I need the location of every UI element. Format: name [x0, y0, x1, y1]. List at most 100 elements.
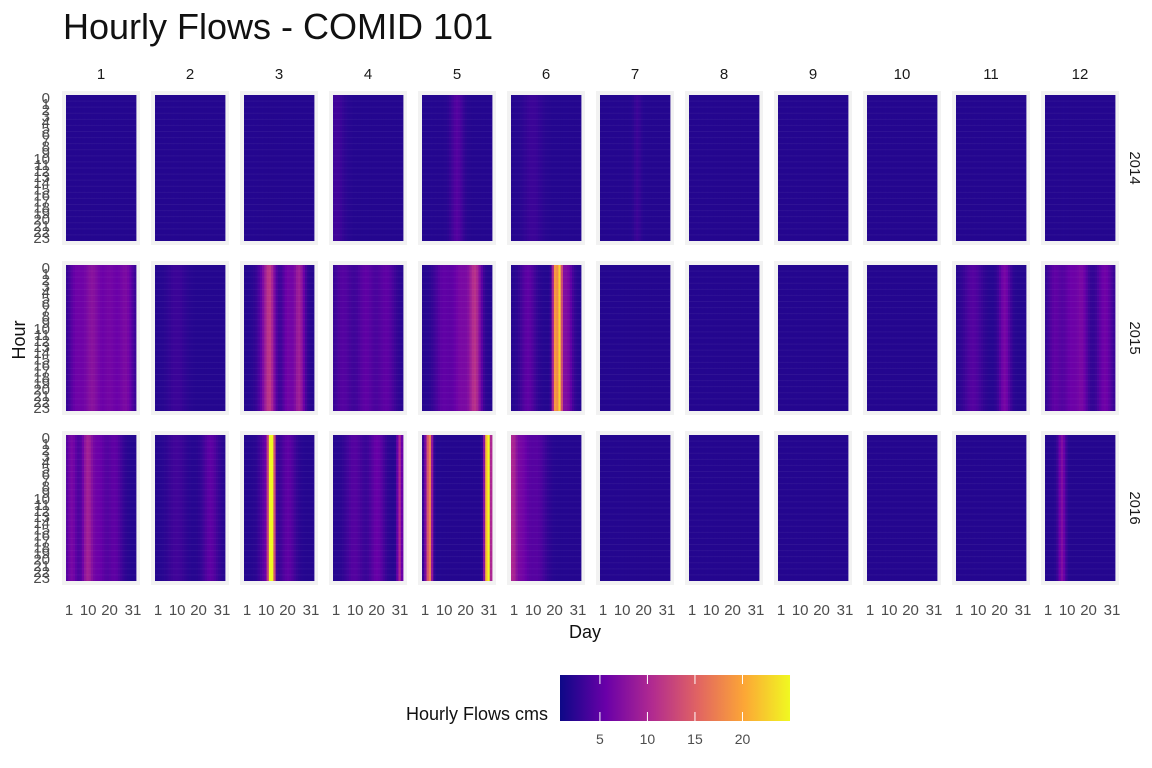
heat-cell [295, 265, 299, 411]
y-tick-label: 15 [33, 521, 50, 538]
facet-panel [863, 261, 941, 415]
heat-cell [969, 95, 973, 241]
y-tick-label: 9 [42, 145, 50, 162]
facet-panel [1041, 91, 1119, 245]
heat-cell [689, 95, 692, 241]
x-tick-label: 10 [436, 602, 453, 619]
heat-cell [787, 95, 790, 241]
heat-cell [342, 435, 345, 581]
heat-cell [818, 435, 822, 581]
heat-cell [556, 95, 559, 241]
heat-cell [903, 95, 906, 241]
heat-cell [72, 95, 76, 241]
y-tick-label: 5 [42, 120, 50, 137]
heat-cell [95, 95, 99, 241]
heat-cell [976, 265, 979, 411]
heat-cell [934, 435, 938, 581]
heat-cell [476, 95, 479, 241]
heat-cell [867, 435, 870, 581]
x-tick-label: 31 [214, 602, 231, 619]
y-tick-label: 15 [33, 181, 50, 198]
heat-cell [120, 265, 123, 411]
heat-cell [1069, 265, 1073, 411]
heat-cell [120, 95, 123, 241]
heat-cell [259, 95, 263, 241]
heat-cell [567, 265, 571, 411]
heat-cell [841, 265, 844, 411]
heat-cell [471, 95, 475, 241]
heat-cell [544, 435, 548, 581]
heat-cell [980, 95, 984, 241]
x-tick-label: 31 [570, 602, 587, 619]
heat-cell [642, 95, 646, 241]
heat-cell [956, 435, 959, 581]
heat-cell [667, 265, 671, 411]
heat-cell [485, 95, 488, 241]
heat-cell [348, 265, 352, 411]
heat-cell [743, 435, 746, 581]
facet-panel [863, 431, 941, 585]
heat-cell [727, 435, 731, 581]
heat-cell [985, 435, 989, 581]
heat-cell [342, 95, 345, 241]
heat-cell [923, 95, 927, 241]
heat-cell [218, 265, 221, 411]
heat-cell [658, 435, 662, 581]
heat-cell [882, 265, 886, 411]
heat-cell [656, 265, 660, 411]
heat-cell [295, 95, 299, 241]
heat-cell [444, 95, 448, 241]
heat-cell [1045, 265, 1048, 411]
y-tick-label: 11 [34, 157, 50, 174]
heat-cell [916, 95, 920, 241]
heat-cell [355, 435, 359, 581]
heat-cell [471, 265, 475, 411]
heat-cell [925, 95, 929, 241]
facet-panel [952, 261, 1030, 415]
heat-cell [562, 95, 566, 241]
heat-cell [184, 95, 188, 241]
heat-cell [264, 95, 267, 241]
heat-cell [829, 95, 833, 241]
heat-cell [558, 265, 562, 411]
heat-cell [983, 95, 986, 241]
heat-cell [994, 95, 998, 241]
heat-cell [693, 265, 697, 411]
heat-cell [1023, 265, 1027, 411]
heat-cell [307, 95, 310, 241]
heat-cell [300, 265, 304, 411]
heat-cell [1096, 435, 1100, 581]
heat-cell [640, 265, 644, 411]
heat-cell [307, 435, 310, 581]
heat-cell [360, 95, 363, 241]
heat-cell [380, 435, 384, 581]
heat-cell [825, 265, 829, 411]
heat-cell [907, 435, 911, 581]
heat-cell [1092, 95, 1096, 241]
heat-cell [713, 265, 717, 411]
heat-cell [633, 95, 637, 241]
heat-cell [791, 265, 795, 411]
y-tick-label: 17 [33, 193, 50, 210]
heat-cell [195, 265, 199, 411]
heat-cell [720, 435, 724, 581]
heat-cell [882, 435, 886, 581]
heat-cell [791, 95, 795, 241]
y-tick-label: 3 [42, 108, 50, 125]
y-tick-label: 19 [33, 546, 50, 563]
heat-cell [166, 95, 169, 241]
heat-cell [736, 265, 740, 411]
heat-cell [989, 95, 993, 241]
heat-cell [93, 265, 96, 411]
heat-cell [131, 95, 135, 241]
heat-cell [97, 265, 101, 411]
heat-cell [84, 95, 87, 241]
heat-cell [424, 435, 427, 581]
heat-cell [1016, 435, 1020, 581]
heat-cell [389, 265, 393, 411]
heat-cell [482, 265, 486, 411]
heat-cell [752, 265, 755, 411]
heat-cell [549, 95, 553, 241]
y-tick-label: 16 [33, 357, 50, 374]
heat-cell [1112, 95, 1116, 241]
